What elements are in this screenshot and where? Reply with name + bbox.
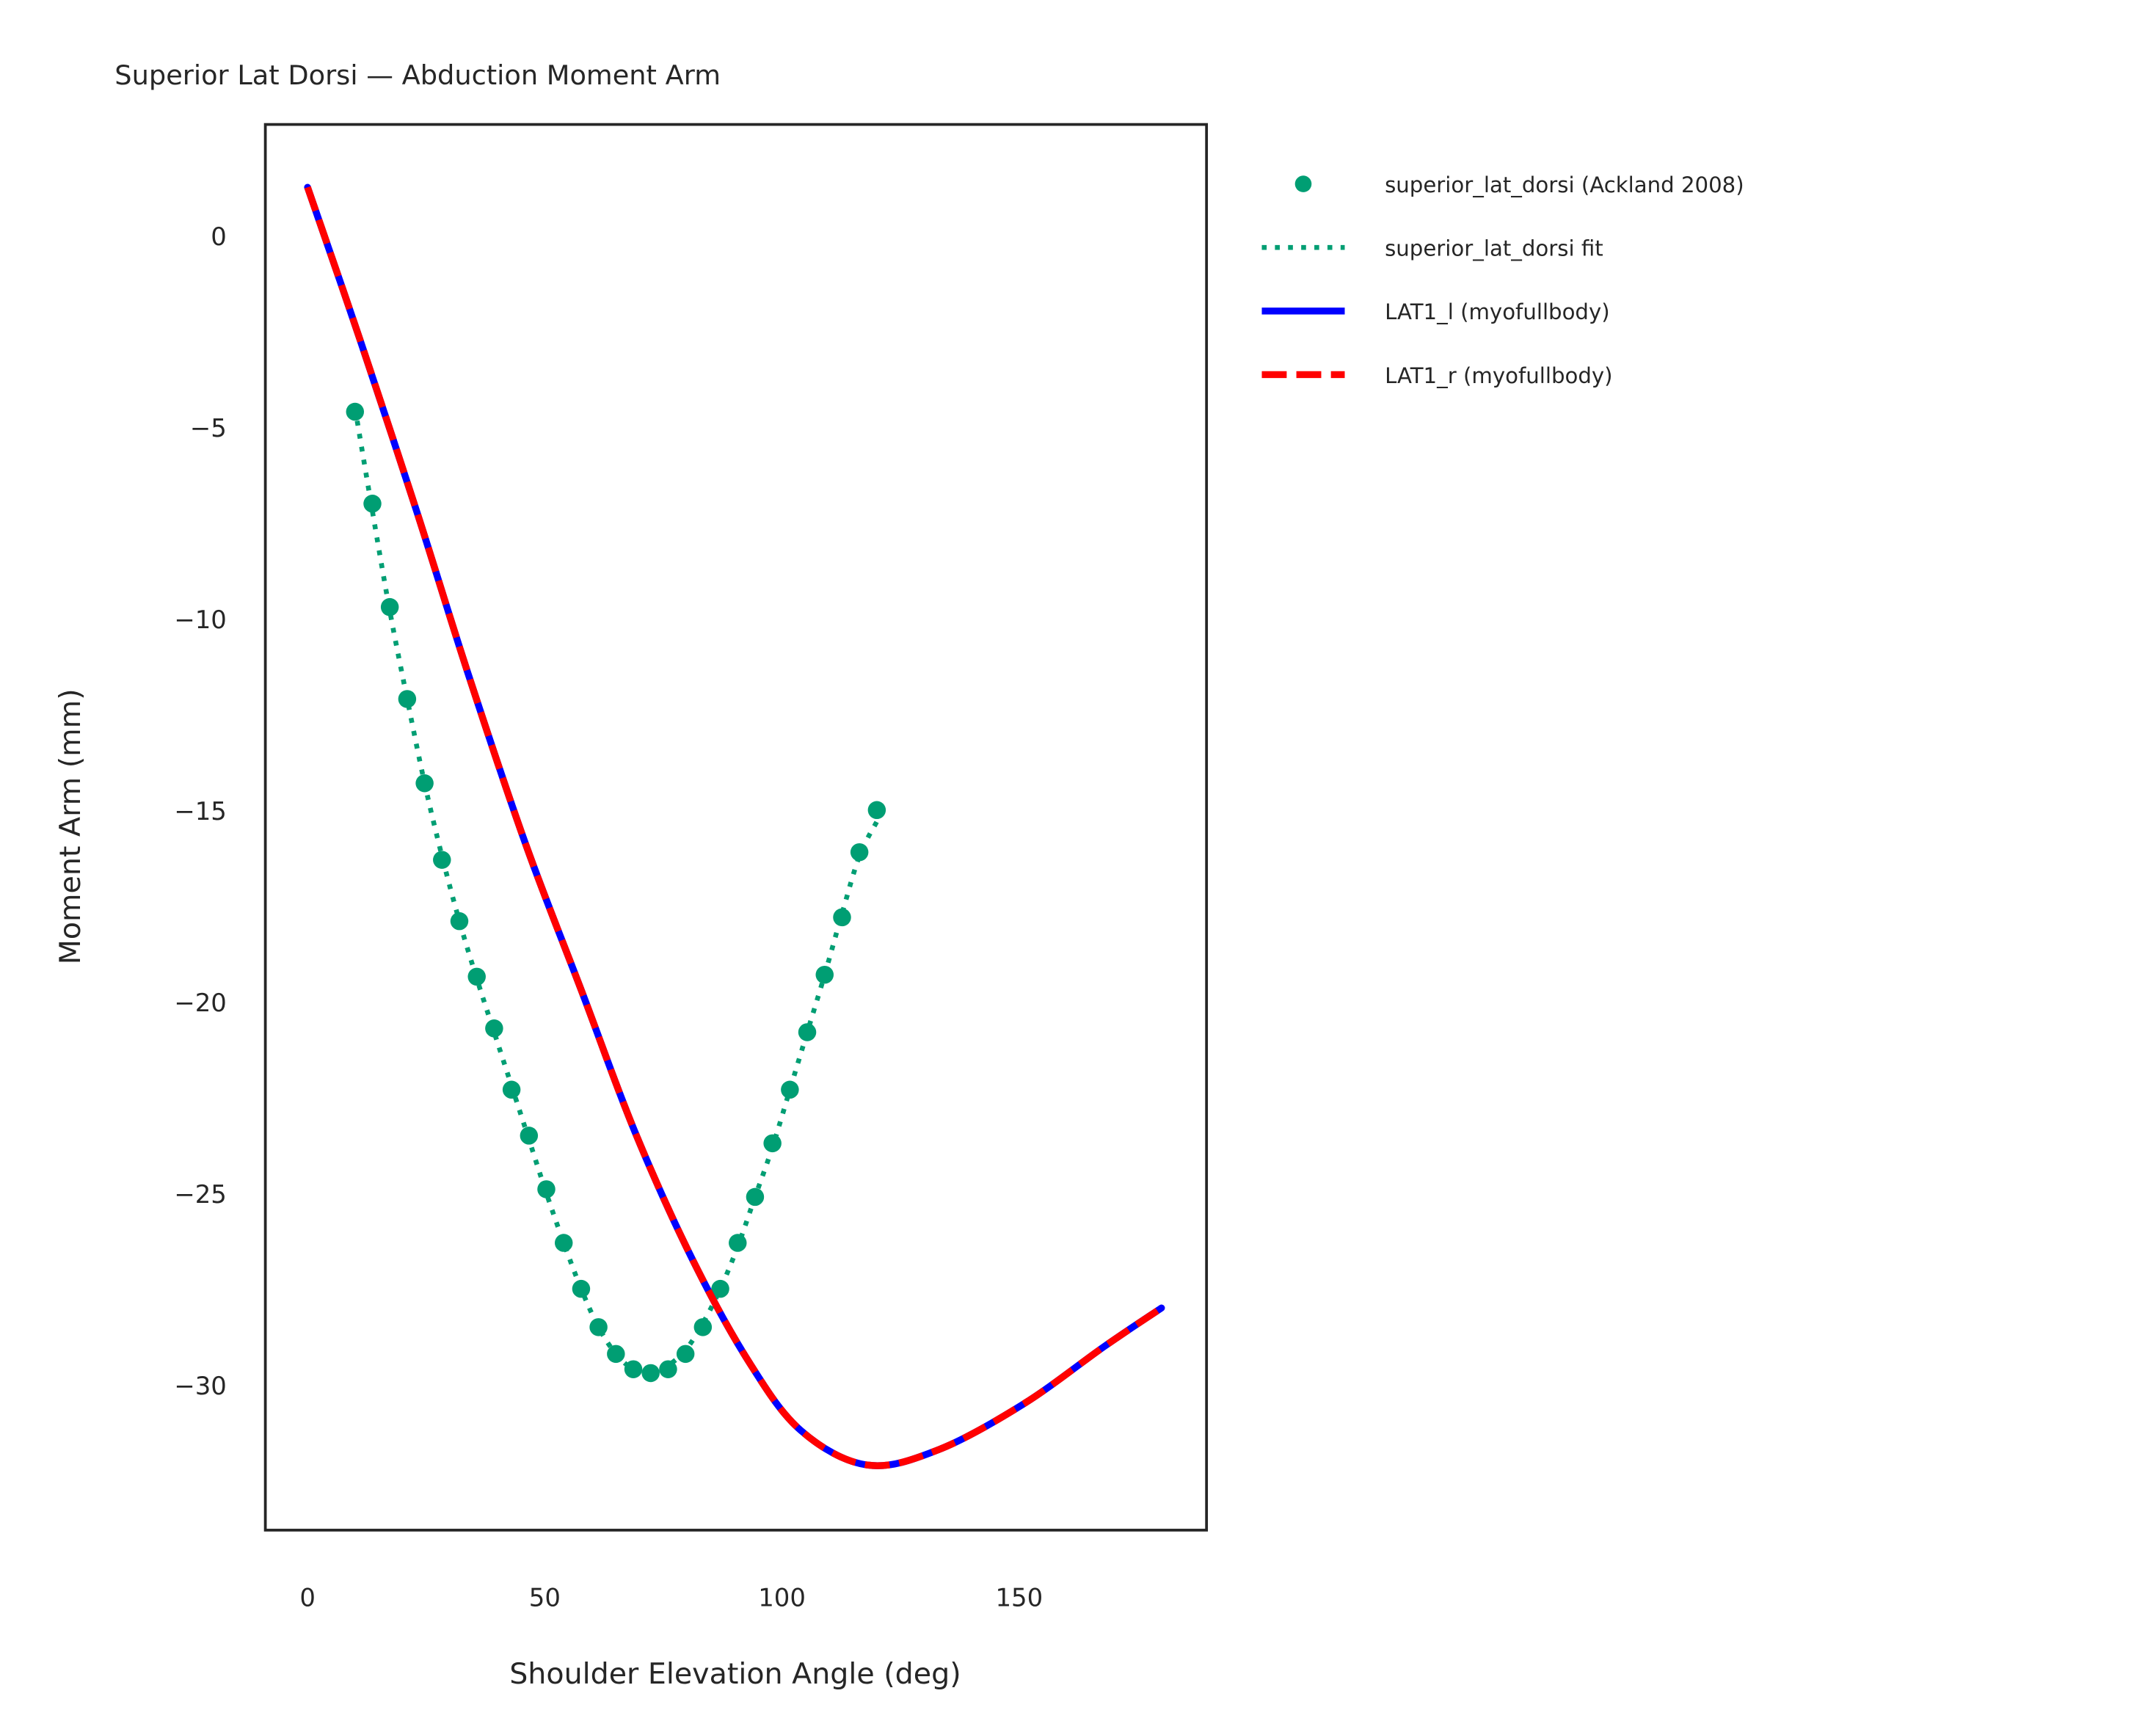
legend-entry: superior_lat_dorsi (Ackland 2008)	[1294, 172, 1744, 197]
x-axis-label: Shoulder Elevation Angle (deg)	[509, 1657, 961, 1691]
x-tick-label: 0	[299, 1584, 316, 1612]
data-point	[659, 1360, 677, 1378]
y-tick-label: −10	[174, 605, 227, 634]
y-ticks: 0 −5 −10 −15 −20 −25 −30	[174, 222, 227, 1400]
data-point	[467, 967, 486, 986]
lat1-r-line	[304, 186, 1164, 1469]
axes-frame	[263, 123, 1209, 1532]
data-point	[607, 1345, 625, 1364]
data-point	[641, 1364, 660, 1383]
data-point	[398, 690, 417, 708]
data-point	[415, 774, 434, 793]
legend-entry: LAT1_r (myofullbody)	[1261, 363, 1613, 388]
data-point	[537, 1180, 556, 1198]
x-tick-label: 100	[758, 1584, 806, 1612]
data-point	[798, 1023, 817, 1041]
data-point	[450, 912, 469, 931]
y-tick-label: −30	[174, 1372, 227, 1400]
y-tick-label: 0	[211, 222, 227, 251]
y-tick-label: −20	[174, 989, 227, 1017]
data-point	[833, 908, 851, 927]
data-point	[867, 801, 886, 820]
data-point	[763, 1134, 782, 1153]
data-point	[729, 1234, 747, 1252]
data-point	[346, 402, 365, 421]
data-point	[554, 1234, 573, 1252]
data-point	[589, 1318, 608, 1336]
data-point	[781, 1080, 799, 1099]
legend-entry: superior_lat_dorsi fit	[1261, 236, 1603, 261]
legend: superior_lat_dorsi (Ackland 2008) superio…	[1261, 172, 1744, 388]
data-point	[815, 965, 834, 984]
data-point	[676, 1345, 695, 1364]
y-tick-label: −15	[174, 797, 227, 826]
legend-entry: LAT1_l (myofullbody)	[1261, 299, 1610, 324]
x-tick-label: 150	[995, 1584, 1043, 1612]
y-tick-label: −25	[174, 1180, 227, 1209]
data-point	[572, 1279, 591, 1298]
legend-marker	[1294, 175, 1312, 192]
data-point	[693, 1318, 713, 1336]
chart-title: Superior Lat Dorsi — Abduction Moment Ar…	[114, 59, 721, 91]
data-point	[363, 495, 382, 513]
legend-label: superior_lat_dorsi (Ackland 2008)	[1385, 172, 1744, 197]
data-point	[380, 597, 399, 616]
y-axis-label: Moment Arm (mm)	[54, 688, 87, 964]
data-point	[433, 851, 451, 869]
data-point	[850, 843, 869, 862]
x-tick-label: 50	[529, 1584, 561, 1612]
x-ticks: 0 50 100 150	[299, 1584, 1043, 1612]
data-point	[711, 1279, 729, 1298]
data-point	[624, 1360, 643, 1378]
y-tick-label: −5	[190, 414, 227, 443]
data-point	[485, 1019, 503, 1038]
plot-area	[304, 183, 1165, 1469]
legend-label: superior_lat_dorsi fit	[1385, 236, 1603, 261]
legend-label: LAT1_r (myofullbody)	[1385, 363, 1612, 388]
data-point	[520, 1127, 539, 1145]
data-point	[502, 1080, 521, 1099]
legend-label: LAT1_l (myofullbody)	[1385, 299, 1610, 324]
data-point	[746, 1187, 765, 1207]
lat1-l-line	[304, 183, 1165, 1469]
